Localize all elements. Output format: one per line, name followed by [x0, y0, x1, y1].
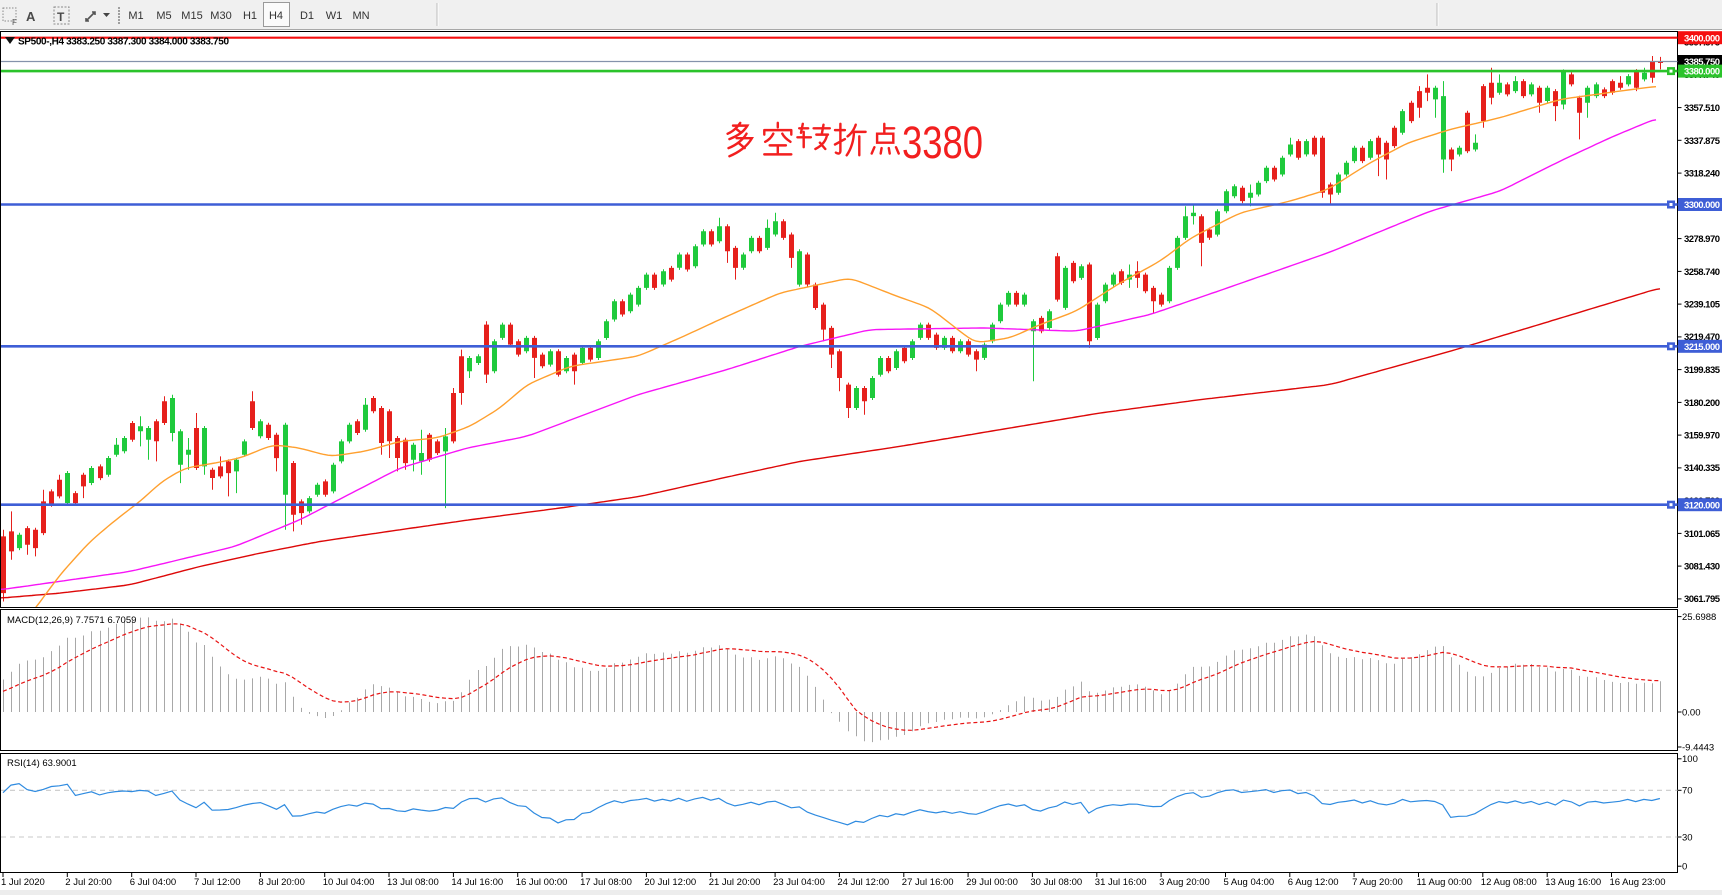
svg-text:3180.200: 3180.200: [1684, 398, 1720, 409]
svg-text:T: T: [57, 10, 65, 24]
svg-text:M1: M1: [128, 10, 143, 22]
svg-text:3061.795: 3061.795: [1684, 594, 1721, 605]
svg-text:8 Jul 20:00: 8 Jul 20:00: [258, 877, 304, 888]
svg-text:3120.000: 3120.000: [1684, 500, 1720, 511]
svg-text:3278.970: 3278.970: [1684, 234, 1720, 245]
svg-text:M5: M5: [156, 10, 171, 22]
svg-text:20 Jul 12:00: 20 Jul 12:00: [644, 877, 696, 888]
svg-text:21 Jul 20:00: 21 Jul 20:00: [709, 877, 761, 888]
svg-text:F: F: [12, 18, 17, 27]
svg-text:W1: W1: [326, 10, 343, 22]
svg-text:H4: H4: [269, 10, 283, 22]
svg-text:A: A: [26, 9, 36, 24]
svg-text:6 Aug 12:00: 6 Aug 12:00: [1288, 877, 1339, 888]
svg-text:-9.4443: -9.4443: [1682, 742, 1714, 753]
svg-text:13 Aug 16:00: 13 Aug 16:00: [1545, 877, 1601, 888]
svg-text:5 Aug 04:00: 5 Aug 04:00: [1224, 877, 1275, 888]
svg-text:23 Jul 04:00: 23 Jul 04:00: [773, 877, 825, 888]
svg-text:3337.875: 3337.875: [1684, 136, 1721, 147]
svg-text:1 Jul 2020: 1 Jul 2020: [1, 877, 45, 888]
svg-text:16 Aug 23:00: 16 Aug 23:00: [1610, 877, 1666, 888]
svg-text:12 Aug 08:00: 12 Aug 08:00: [1481, 877, 1537, 888]
svg-text:H1: H1: [243, 10, 257, 22]
svg-text:3 Aug 20:00: 3 Aug 20:00: [1159, 877, 1210, 888]
svg-text:3357.510: 3357.510: [1684, 103, 1720, 114]
svg-text:3385.750: 3385.750: [1684, 57, 1720, 68]
svg-text:70: 70: [1682, 786, 1693, 797]
svg-text:30 Jul 08:00: 30 Jul 08:00: [1030, 877, 1082, 888]
svg-text:14 Jul 16:00: 14 Jul 16:00: [451, 877, 503, 888]
svg-text:MACD(12,26,9) 7.7571 6.7059: MACD(12,26,9) 7.7571 6.7059: [7, 615, 136, 626]
svg-text:3380: 3380: [902, 117, 983, 168]
svg-text:7 Aug 20:00: 7 Aug 20:00: [1352, 877, 1403, 888]
svg-text:24 Jul 12:00: 24 Jul 12:00: [837, 877, 889, 888]
svg-text:M30: M30: [210, 10, 231, 22]
svg-text:13 Jul 08:00: 13 Jul 08:00: [387, 877, 439, 888]
svg-text:3159.970: 3159.970: [1684, 431, 1720, 442]
svg-text:3258.740: 3258.740: [1684, 267, 1720, 278]
svg-text:0: 0: [1682, 862, 1687, 873]
svg-text:0.00: 0.00: [1682, 707, 1701, 718]
svg-text:3380.000: 3380.000: [1684, 67, 1720, 78]
svg-text:3219.470: 3219.470: [1684, 332, 1720, 343]
svg-text:3140.335: 3140.335: [1684, 463, 1721, 474]
svg-text:27 Jul 16:00: 27 Jul 16:00: [902, 877, 954, 888]
svg-text:3101.065: 3101.065: [1684, 529, 1721, 540]
svg-text:2 Jul 20:00: 2 Jul 20:00: [65, 877, 111, 888]
svg-text:3081.430: 3081.430: [1684, 562, 1720, 573]
svg-text:30: 30: [1682, 832, 1693, 843]
svg-text:100: 100: [1682, 754, 1698, 765]
svg-text:3215.000: 3215.000: [1684, 342, 1720, 353]
svg-text:D1: D1: [300, 10, 314, 22]
svg-text:M15: M15: [181, 10, 202, 22]
svg-text:7 Jul 12:00: 7 Jul 12:00: [194, 877, 240, 888]
svg-text:16 Jul 00:00: 16 Jul 00:00: [516, 877, 568, 888]
svg-text:3318.240: 3318.240: [1684, 169, 1720, 180]
svg-text:10 Jul 04:00: 10 Jul 04:00: [323, 877, 375, 888]
svg-text:3300.000: 3300.000: [1684, 200, 1720, 211]
svg-text:SP500-,H4 3383.250 3387.300 3: SP500-,H4 3383.250 3387.300 3384.000 338…: [18, 37, 229, 48]
svg-text:25.6988: 25.6988: [1682, 612, 1716, 623]
svg-text:31 Jul 16:00: 31 Jul 16:00: [1095, 877, 1147, 888]
svg-text:MN: MN: [352, 10, 369, 22]
svg-text:3199.835: 3199.835: [1684, 365, 1721, 376]
svg-text:17 Jul 08:00: 17 Jul 08:00: [580, 877, 632, 888]
svg-text:11 Aug 00:00: 11 Aug 00:00: [1417, 877, 1472, 888]
svg-text:29 Jul 00:00: 29 Jul 00:00: [966, 877, 1018, 888]
svg-text:3400.000: 3400.000: [1684, 33, 1720, 44]
svg-text:RSI(14) 63.9001: RSI(14) 63.9001: [7, 758, 77, 769]
svg-text:3239.105: 3239.105: [1684, 300, 1721, 311]
svg-text:6 Jul 04:00: 6 Jul 04:00: [130, 877, 176, 888]
